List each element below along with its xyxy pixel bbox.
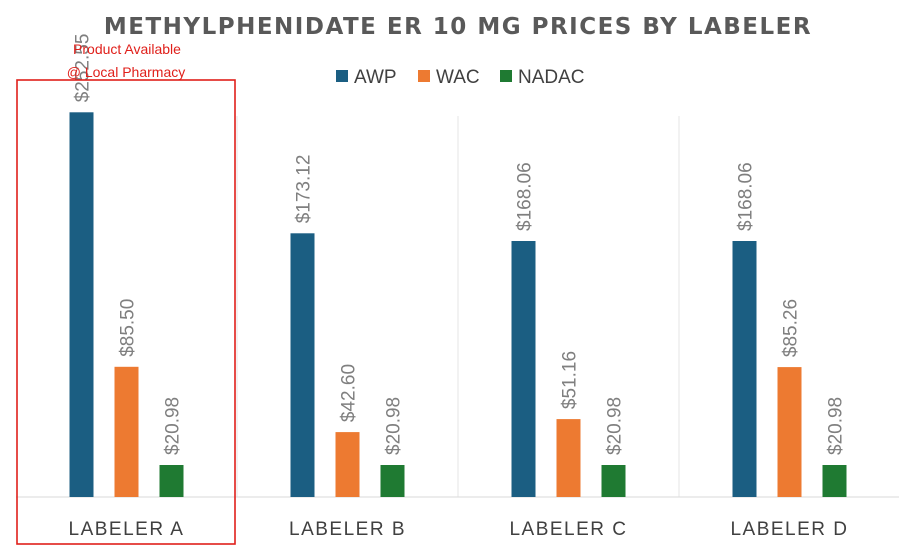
legend-label-awp: AWP (354, 67, 397, 88)
legend-swatch-wac (418, 70, 430, 82)
data-label-nadac-3: $20.98 (605, 397, 626, 455)
category-label-3: LABELER C (509, 519, 627, 540)
data-label-wac-2: $42.60 (339, 364, 360, 422)
data-labels: $252.55 $85.50 $20.98 $173.12 $42.60 $20.98 $1… (73, 34, 847, 455)
annotation-line-2: @ Local Pharmacy (67, 64, 185, 80)
data-label-awp-2: $173.12 (294, 155, 315, 224)
category-labels: LABELER A LABELER B LABELER C LABELER D (69, 519, 848, 540)
bar-awp-1 (69, 112, 94, 498)
data-label-nadac-1: $20.98 (163, 397, 184, 455)
bar-nadac-1 (159, 465, 184, 497)
legend-label-nadac: NADAC (518, 67, 585, 88)
bar-awp-4 (732, 241, 757, 497)
legend-swatch-nadac (500, 70, 512, 82)
bar-wac-3 (556, 419, 581, 497)
category-label-4: LABELER D (730, 519, 848, 540)
group-dividers (236, 116, 680, 497)
data-label-wac-4: $85.26 (781, 299, 802, 357)
bar-nadac-3 (601, 465, 626, 497)
annotation-line-1: Product Available (73, 41, 181, 57)
bar-wac-2 (335, 432, 360, 497)
data-label-awp-4: $168.06 (736, 162, 757, 231)
category-label-2: LABELER B (289, 519, 406, 540)
category-label-1: LABELER A (69, 519, 185, 540)
annotation-highlight-box (16, 79, 236, 545)
data-label-nadac-2: $20.98 (384, 397, 405, 455)
legend-label-wac: WAC (436, 67, 480, 88)
data-label-awp-3: $168.06 (515, 162, 536, 231)
data-label-awp-1: $252.55 (73, 34, 94, 103)
bar-nadac-2 (380, 465, 405, 497)
bar-wac-4 (777, 367, 802, 497)
data-label-wac-3: $51.16 (560, 351, 581, 409)
bar-awp-3 (511, 241, 536, 497)
bar-nadac-4 (822, 465, 847, 497)
bar-wac-1 (114, 366, 139, 497)
legend: AWP WAC NADAC (336, 67, 585, 88)
chart-title: METHYLPHENIDATE ER 10 MG PRICES BY LABEL… (104, 14, 812, 40)
data-label-nadac-4: $20.98 (826, 397, 847, 455)
bar-awp-2 (290, 233, 315, 498)
bars (69, 112, 847, 498)
data-label-wac-1: $85.50 (118, 299, 139, 357)
annotation: Product Available @ Local Pharmacy (16, 41, 236, 545)
legend-swatch-awp (336, 70, 348, 82)
